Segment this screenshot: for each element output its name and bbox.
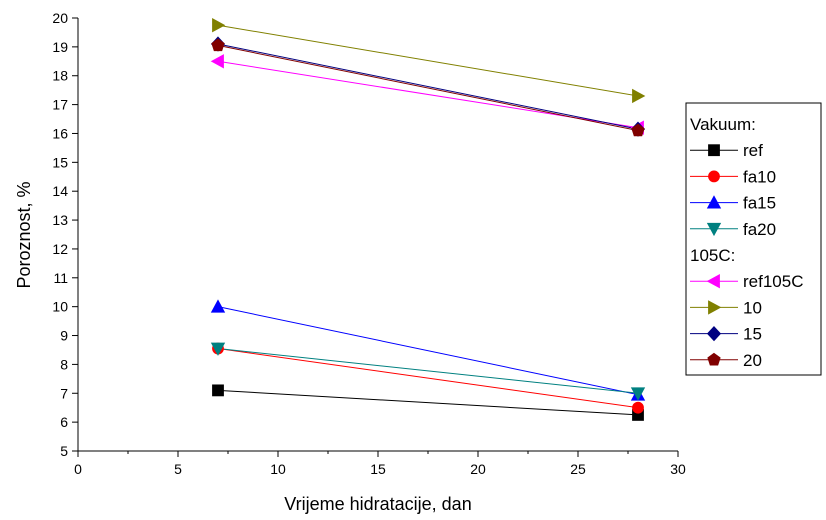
legend-marker-15 (706, 326, 722, 342)
data-point-10 (212, 18, 226, 33)
x-tick-label: 0 (74, 461, 82, 477)
legend-label: 15 (743, 325, 762, 344)
legend-marker-ref105C (706, 274, 720, 289)
data-point-ref (212, 384, 224, 397)
y-tick-label: 19 (52, 39, 68, 55)
y-tick-label: 5 (60, 443, 68, 459)
y-tick-label: 18 (52, 68, 68, 84)
series-line-fa20 (217, 348, 639, 394)
legend-label: ref105C (743, 272, 803, 291)
legend-label: fa15 (743, 194, 776, 213)
x-tick-label: 25 (570, 461, 586, 477)
legend-marker-fa10 (708, 170, 720, 183)
x-axis-title: Vrijeme hidratacije, dan (284, 494, 471, 514)
series-lines (217, 24, 639, 416)
y-tick-label: 15 (52, 154, 68, 170)
data-point-20 (211, 38, 225, 52)
legend-marker-fa20 (706, 222, 722, 237)
legend-marker-fa15 (706, 195, 722, 209)
data-point-fa20 (630, 387, 646, 401)
data-point-ref105C (210, 54, 224, 69)
legend-group-heading: Vakuum: (690, 115, 756, 134)
data-point-fa10 (632, 401, 644, 414)
series-line-20 (217, 44, 639, 132)
y-tick-label: 10 (52, 299, 68, 315)
x-tick-label: 30 (670, 461, 686, 477)
y-axis-title: Poroznost, % (14, 181, 34, 288)
y-tick-label: 9 (60, 328, 68, 344)
series-line-fa15 (217, 306, 639, 396)
y-tick-label: 11 (53, 270, 68, 286)
series-line-15 (217, 43, 639, 130)
y-tick-label: 14 (52, 183, 68, 199)
y-tick-label: 8 (60, 356, 68, 372)
data-point-fa15 (210, 299, 226, 313)
series-line-10 (217, 24, 639, 97)
data-point-10 (632, 88, 646, 104)
legend-items: Vakuum: ref fa10 fa15 fa20 105C: ref105C 10 15 20 (690, 115, 803, 370)
y-tick-label: 7 (60, 385, 68, 401)
legend-marker-ref (708, 144, 720, 157)
legend-label: fa20 (743, 220, 776, 239)
series-markers (210, 18, 646, 421)
y-tick-label: 17 (52, 97, 68, 113)
x-tick-label: 5 (174, 461, 182, 477)
x-tick-label: 10 (270, 461, 286, 477)
x-tick-label: 15 (370, 461, 386, 477)
y-tick-label: 20 (52, 10, 68, 26)
x-tick-label: 20 (470, 461, 486, 477)
legend-marker-10 (708, 300, 722, 315)
y-tick-label: 13 (52, 212, 68, 228)
legend-label: fa10 (743, 167, 776, 186)
legend-marker-20 (707, 352, 721, 366)
legend-label: ref (743, 141, 763, 160)
data-point-fa20 (210, 342, 226, 356)
legend-label: 10 (743, 298, 762, 317)
series-line-ref (217, 389, 639, 416)
y-tick-label: 16 (52, 125, 68, 141)
data-point-20 (631, 123, 645, 137)
legend: Vakuum: ref fa10 fa15 fa20 105C: ref105C 10 15 20 (685, 102, 822, 376)
legend-label: 20 (743, 351, 762, 370)
series-line-fa10 (217, 348, 639, 409)
legend-group-heading: 105C: (690, 246, 735, 265)
y-tick-label: 12 (52, 241, 68, 257)
y-tick-label: 6 (60, 414, 68, 430)
